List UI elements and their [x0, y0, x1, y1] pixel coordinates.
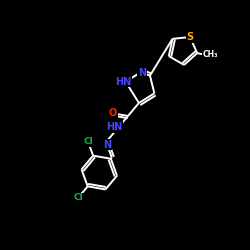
- Text: Cl: Cl: [83, 137, 93, 146]
- Text: N: N: [138, 68, 146, 78]
- Text: S: S: [186, 32, 194, 42]
- Text: HN: HN: [106, 122, 122, 132]
- Text: N: N: [103, 140, 112, 149]
- Text: CH₃: CH₃: [203, 50, 218, 59]
- Text: O: O: [108, 108, 117, 118]
- Text: HN: HN: [115, 77, 131, 87]
- Text: Cl: Cl: [73, 193, 83, 202]
